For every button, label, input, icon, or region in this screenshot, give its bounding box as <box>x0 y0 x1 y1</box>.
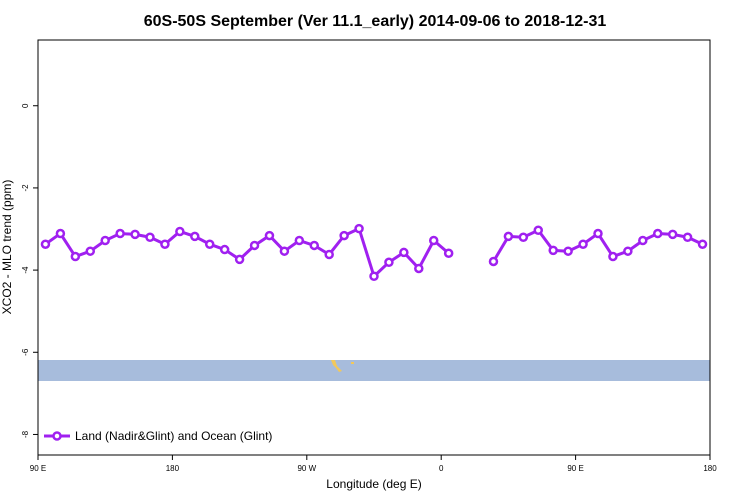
data-point <box>279 246 290 256</box>
series-line <box>44 226 704 279</box>
data-point <box>697 239 708 249</box>
data-point <box>428 235 439 246</box>
data-point <box>503 231 514 242</box>
data-point <box>667 229 678 240</box>
data-point <box>384 257 394 268</box>
data-point <box>264 230 275 241</box>
x-axis-label: Longitude (deg E) <box>326 477 421 491</box>
y-tick-label: 0 <box>21 103 30 108</box>
data-point <box>115 228 125 239</box>
data-point <box>294 235 305 246</box>
data-point <box>160 239 170 249</box>
x-tick-label: 90 E <box>30 464 46 473</box>
chart-title: 60S-50S September (Ver 11.1_early) 2014-… <box>144 13 607 30</box>
data-point <box>593 228 603 239</box>
data-point <box>339 230 349 241</box>
data-point <box>414 263 424 274</box>
data-point <box>563 246 573 256</box>
data-point <box>518 232 529 242</box>
data-point <box>369 271 379 282</box>
data-point <box>190 231 200 242</box>
data-point <box>548 245 558 256</box>
data-point <box>443 248 454 259</box>
data-point <box>638 235 648 246</box>
x-tick-label: 90 W <box>297 464 316 473</box>
y-axis-label: XCO2 - MLO trend (ppm) <box>0 180 14 315</box>
y-tick-label: -4 <box>21 266 30 274</box>
land-speck <box>351 362 354 364</box>
data-point <box>533 225 544 235</box>
legend-marker <box>52 431 62 441</box>
y-tick-label: -2 <box>21 184 30 192</box>
data-point <box>40 239 51 249</box>
data-point <box>682 232 693 242</box>
x-tick-label: 0 <box>439 464 444 473</box>
data-point <box>175 226 185 237</box>
data-point <box>324 249 334 260</box>
land-speck <box>331 360 342 372</box>
data-point <box>488 256 499 267</box>
data-point <box>219 244 230 255</box>
data-point <box>623 246 633 256</box>
data-point <box>55 228 66 239</box>
data-point <box>608 251 618 262</box>
data-point <box>145 232 155 242</box>
data-point <box>249 240 260 251</box>
data-point <box>399 247 409 258</box>
plot-frame <box>37 39 711 456</box>
y-tick-label: -6 <box>21 348 30 356</box>
x-tick-label: 90 E <box>567 464 583 473</box>
y-tick-label: -8 <box>21 430 30 438</box>
data-point <box>578 239 588 249</box>
data-point <box>204 239 215 249</box>
x-tick-label: 180 <box>166 464 180 473</box>
data-point <box>652 228 663 239</box>
data-point <box>100 235 110 246</box>
data-point <box>309 240 320 251</box>
data-point <box>354 223 364 234</box>
data-point <box>85 246 96 256</box>
data-point <box>70 251 81 262</box>
map-strip <box>38 360 710 381</box>
data-point <box>234 254 245 265</box>
x-tick-label: 180 <box>703 464 717 473</box>
legend-label: Land (Nadir&Glint) and Ocean (Glint) <box>75 429 272 443</box>
data-point <box>130 229 140 240</box>
